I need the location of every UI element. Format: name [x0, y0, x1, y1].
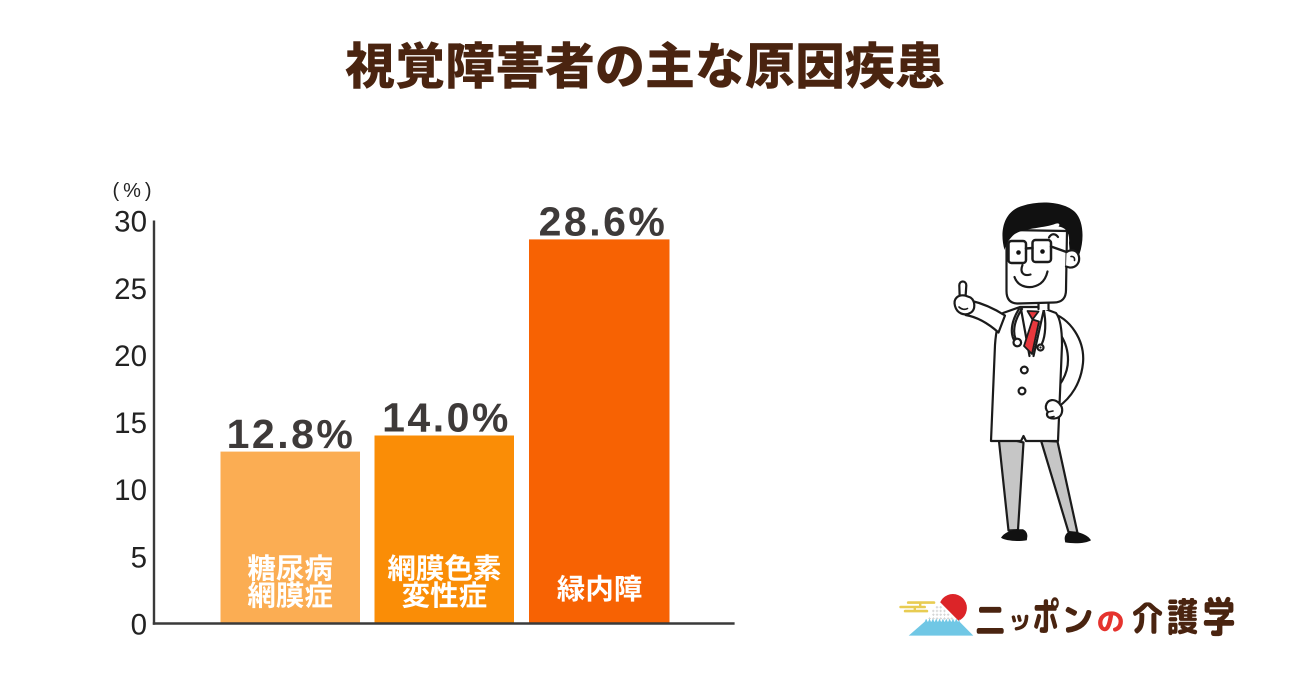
svg-text:30: 30	[114, 206, 147, 239]
svg-text:(%): (%)	[112, 180, 155, 202]
svg-text:0: 0	[131, 609, 147, 642]
svg-text:20: 20	[114, 340, 147, 373]
svg-text:10: 10	[114, 474, 147, 507]
svg-text:28.6%: 28.6%	[539, 199, 668, 245]
svg-text:14.0%: 14.0%	[382, 395, 511, 441]
svg-text:5: 5	[131, 541, 147, 574]
svg-text:12.8%: 12.8%	[227, 411, 356, 457]
svg-text:15: 15	[114, 407, 147, 440]
svg-text:25: 25	[114, 273, 147, 306]
